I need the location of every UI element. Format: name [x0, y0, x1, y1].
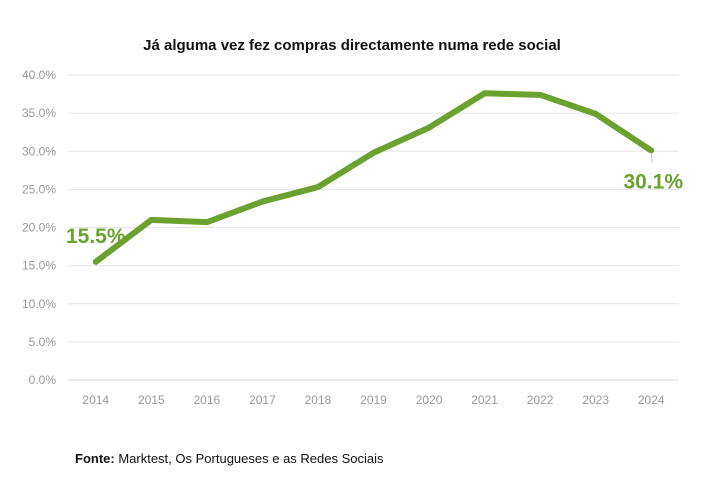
data-point — [95, 261, 97, 263]
x-tick-label: 2019 — [360, 393, 387, 407]
x-axis-ticks: 2014 2015 2016 2017 2018 2019 2020 2021 2022 2023… — [82, 393, 664, 407]
y-tick-label: 30.0% — [22, 144, 56, 158]
x-tick-label: 2023 — [582, 393, 609, 407]
y-tick-label: 35.0% — [22, 106, 56, 120]
source-label: Fonte: — [75, 451, 115, 466]
y-tick-label: 40.0% — [22, 68, 56, 82]
data-point — [261, 201, 263, 203]
x-tick-label: 2022 — [527, 393, 554, 407]
y-tick-label: 10.0% — [22, 297, 56, 311]
y-tick-label: 15.0% — [22, 259, 56, 273]
y-tick-label: 0.0% — [29, 373, 57, 387]
data-point — [595, 113, 597, 115]
data-point — [206, 221, 208, 223]
series-line — [92, 90, 655, 265]
y-tick-label: 5.0% — [29, 335, 57, 349]
data-point — [428, 127, 430, 129]
x-tick-label: 2014 — [82, 393, 109, 407]
data-point — [539, 94, 541, 96]
x-tick-label: 2024 — [638, 393, 665, 407]
chart-title: Já alguma vez fez compras directamente n… — [143, 37, 561, 54]
x-tick-label: 2016 — [194, 393, 221, 407]
x-tick-label: 2017 — [249, 393, 276, 407]
data-point — [150, 219, 152, 221]
x-tick-label: 2018 — [305, 393, 332, 407]
data-label: 30.1% — [623, 170, 683, 193]
x-tick-label: 2021 — [471, 393, 498, 407]
data-label-leader — [650, 152, 653, 163]
series-layer — [92, 90, 655, 265]
y-tick-label: 25.0% — [22, 182, 56, 196]
data-labels: 15.5% 30.1% — [66, 152, 683, 248]
data-point — [373, 152, 374, 154]
data-label: 15.5% — [66, 225, 126, 248]
source-note: Fonte: Marktest, Os Portugueses e as Red… — [75, 451, 384, 466]
y-axis-ticks: 0.0% 5.0% 10.0% 15.0% 20.0% 25.0% 30.0% 35.0% 40… — [22, 68, 56, 387]
gridlines — [68, 74, 679, 381]
data-point — [484, 92, 486, 94]
x-tick-label: 2015 — [138, 393, 165, 407]
data-point — [317, 186, 319, 188]
y-tick-label: 20.0% — [22, 221, 56, 235]
source-text: Marktest, Os Portugueses e as Redes Soci… — [114, 451, 384, 466]
x-tick-label: 2020 — [416, 393, 443, 407]
data-point — [650, 149, 652, 151]
